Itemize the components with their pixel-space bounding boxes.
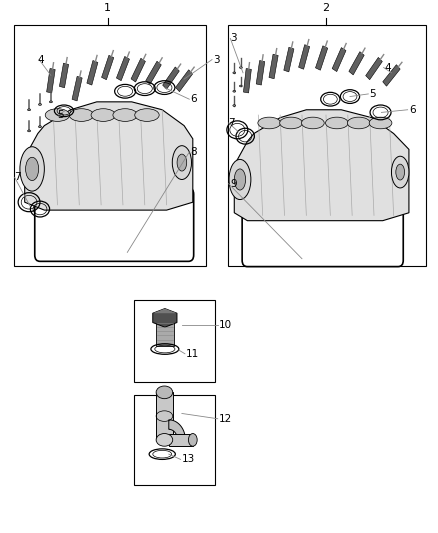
Polygon shape (169, 420, 185, 440)
Ellipse shape (45, 109, 70, 122)
Ellipse shape (233, 104, 236, 107)
Text: 6: 6 (409, 105, 416, 115)
Polygon shape (153, 309, 177, 313)
Text: 10: 10 (219, 320, 232, 330)
Ellipse shape (396, 164, 405, 180)
Polygon shape (117, 56, 130, 80)
Ellipse shape (229, 159, 251, 199)
Bar (134, 300, 215, 382)
Ellipse shape (113, 109, 138, 122)
Text: 13: 13 (182, 455, 195, 464)
Text: 6: 6 (191, 94, 197, 104)
Polygon shape (315, 46, 328, 70)
Polygon shape (269, 54, 278, 79)
Ellipse shape (39, 126, 42, 127)
Bar (228, 25, 426, 265)
Polygon shape (366, 58, 382, 80)
Ellipse shape (347, 117, 370, 129)
Text: 8: 8 (191, 147, 197, 157)
Text: 7: 7 (14, 172, 21, 182)
Polygon shape (299, 45, 310, 69)
Bar (14, 25, 206, 265)
Ellipse shape (20, 147, 44, 191)
Ellipse shape (325, 117, 348, 129)
Text: 4: 4 (385, 62, 392, 72)
Ellipse shape (301, 117, 324, 129)
Text: 5: 5 (370, 89, 376, 99)
Ellipse shape (156, 386, 173, 399)
Polygon shape (146, 61, 161, 84)
Text: 5: 5 (57, 110, 64, 120)
Polygon shape (162, 67, 179, 89)
Ellipse shape (28, 130, 31, 132)
Ellipse shape (135, 109, 159, 122)
Ellipse shape (234, 169, 246, 190)
Polygon shape (234, 110, 409, 221)
Bar (156, 319, 173, 346)
Ellipse shape (49, 101, 53, 103)
Polygon shape (87, 61, 98, 85)
Ellipse shape (258, 117, 281, 129)
Polygon shape (256, 61, 265, 85)
Text: 2: 2 (322, 3, 329, 13)
Ellipse shape (177, 154, 187, 171)
Text: 3: 3 (230, 34, 237, 44)
Ellipse shape (69, 109, 94, 122)
Polygon shape (102, 55, 114, 80)
Bar (134, 395, 215, 485)
Ellipse shape (240, 67, 242, 68)
Ellipse shape (392, 156, 409, 188)
Bar (156, 392, 173, 440)
Ellipse shape (280, 117, 302, 129)
Polygon shape (284, 47, 294, 72)
Text: 1: 1 (104, 3, 111, 13)
Polygon shape (25, 102, 193, 210)
Polygon shape (72, 76, 82, 101)
Polygon shape (349, 52, 364, 75)
Text: 7: 7 (228, 118, 234, 128)
Ellipse shape (91, 109, 116, 122)
Ellipse shape (188, 433, 197, 446)
Text: 11: 11 (186, 349, 199, 359)
Polygon shape (244, 69, 251, 93)
Text: 12: 12 (219, 414, 232, 424)
Ellipse shape (25, 157, 39, 181)
Polygon shape (131, 58, 145, 82)
Ellipse shape (233, 91, 236, 92)
Polygon shape (153, 309, 177, 327)
Text: 4: 4 (38, 54, 44, 64)
Ellipse shape (156, 433, 173, 446)
Polygon shape (46, 68, 55, 93)
Text: 9: 9 (230, 179, 237, 189)
Text: 3: 3 (213, 54, 220, 64)
Ellipse shape (240, 85, 242, 87)
Ellipse shape (172, 146, 191, 180)
Polygon shape (176, 70, 193, 92)
Ellipse shape (39, 103, 42, 106)
Ellipse shape (233, 72, 236, 74)
Ellipse shape (369, 117, 392, 129)
Polygon shape (332, 47, 346, 71)
Polygon shape (60, 63, 69, 88)
Polygon shape (383, 64, 400, 86)
Ellipse shape (28, 109, 31, 111)
Bar (169, 433, 193, 446)
